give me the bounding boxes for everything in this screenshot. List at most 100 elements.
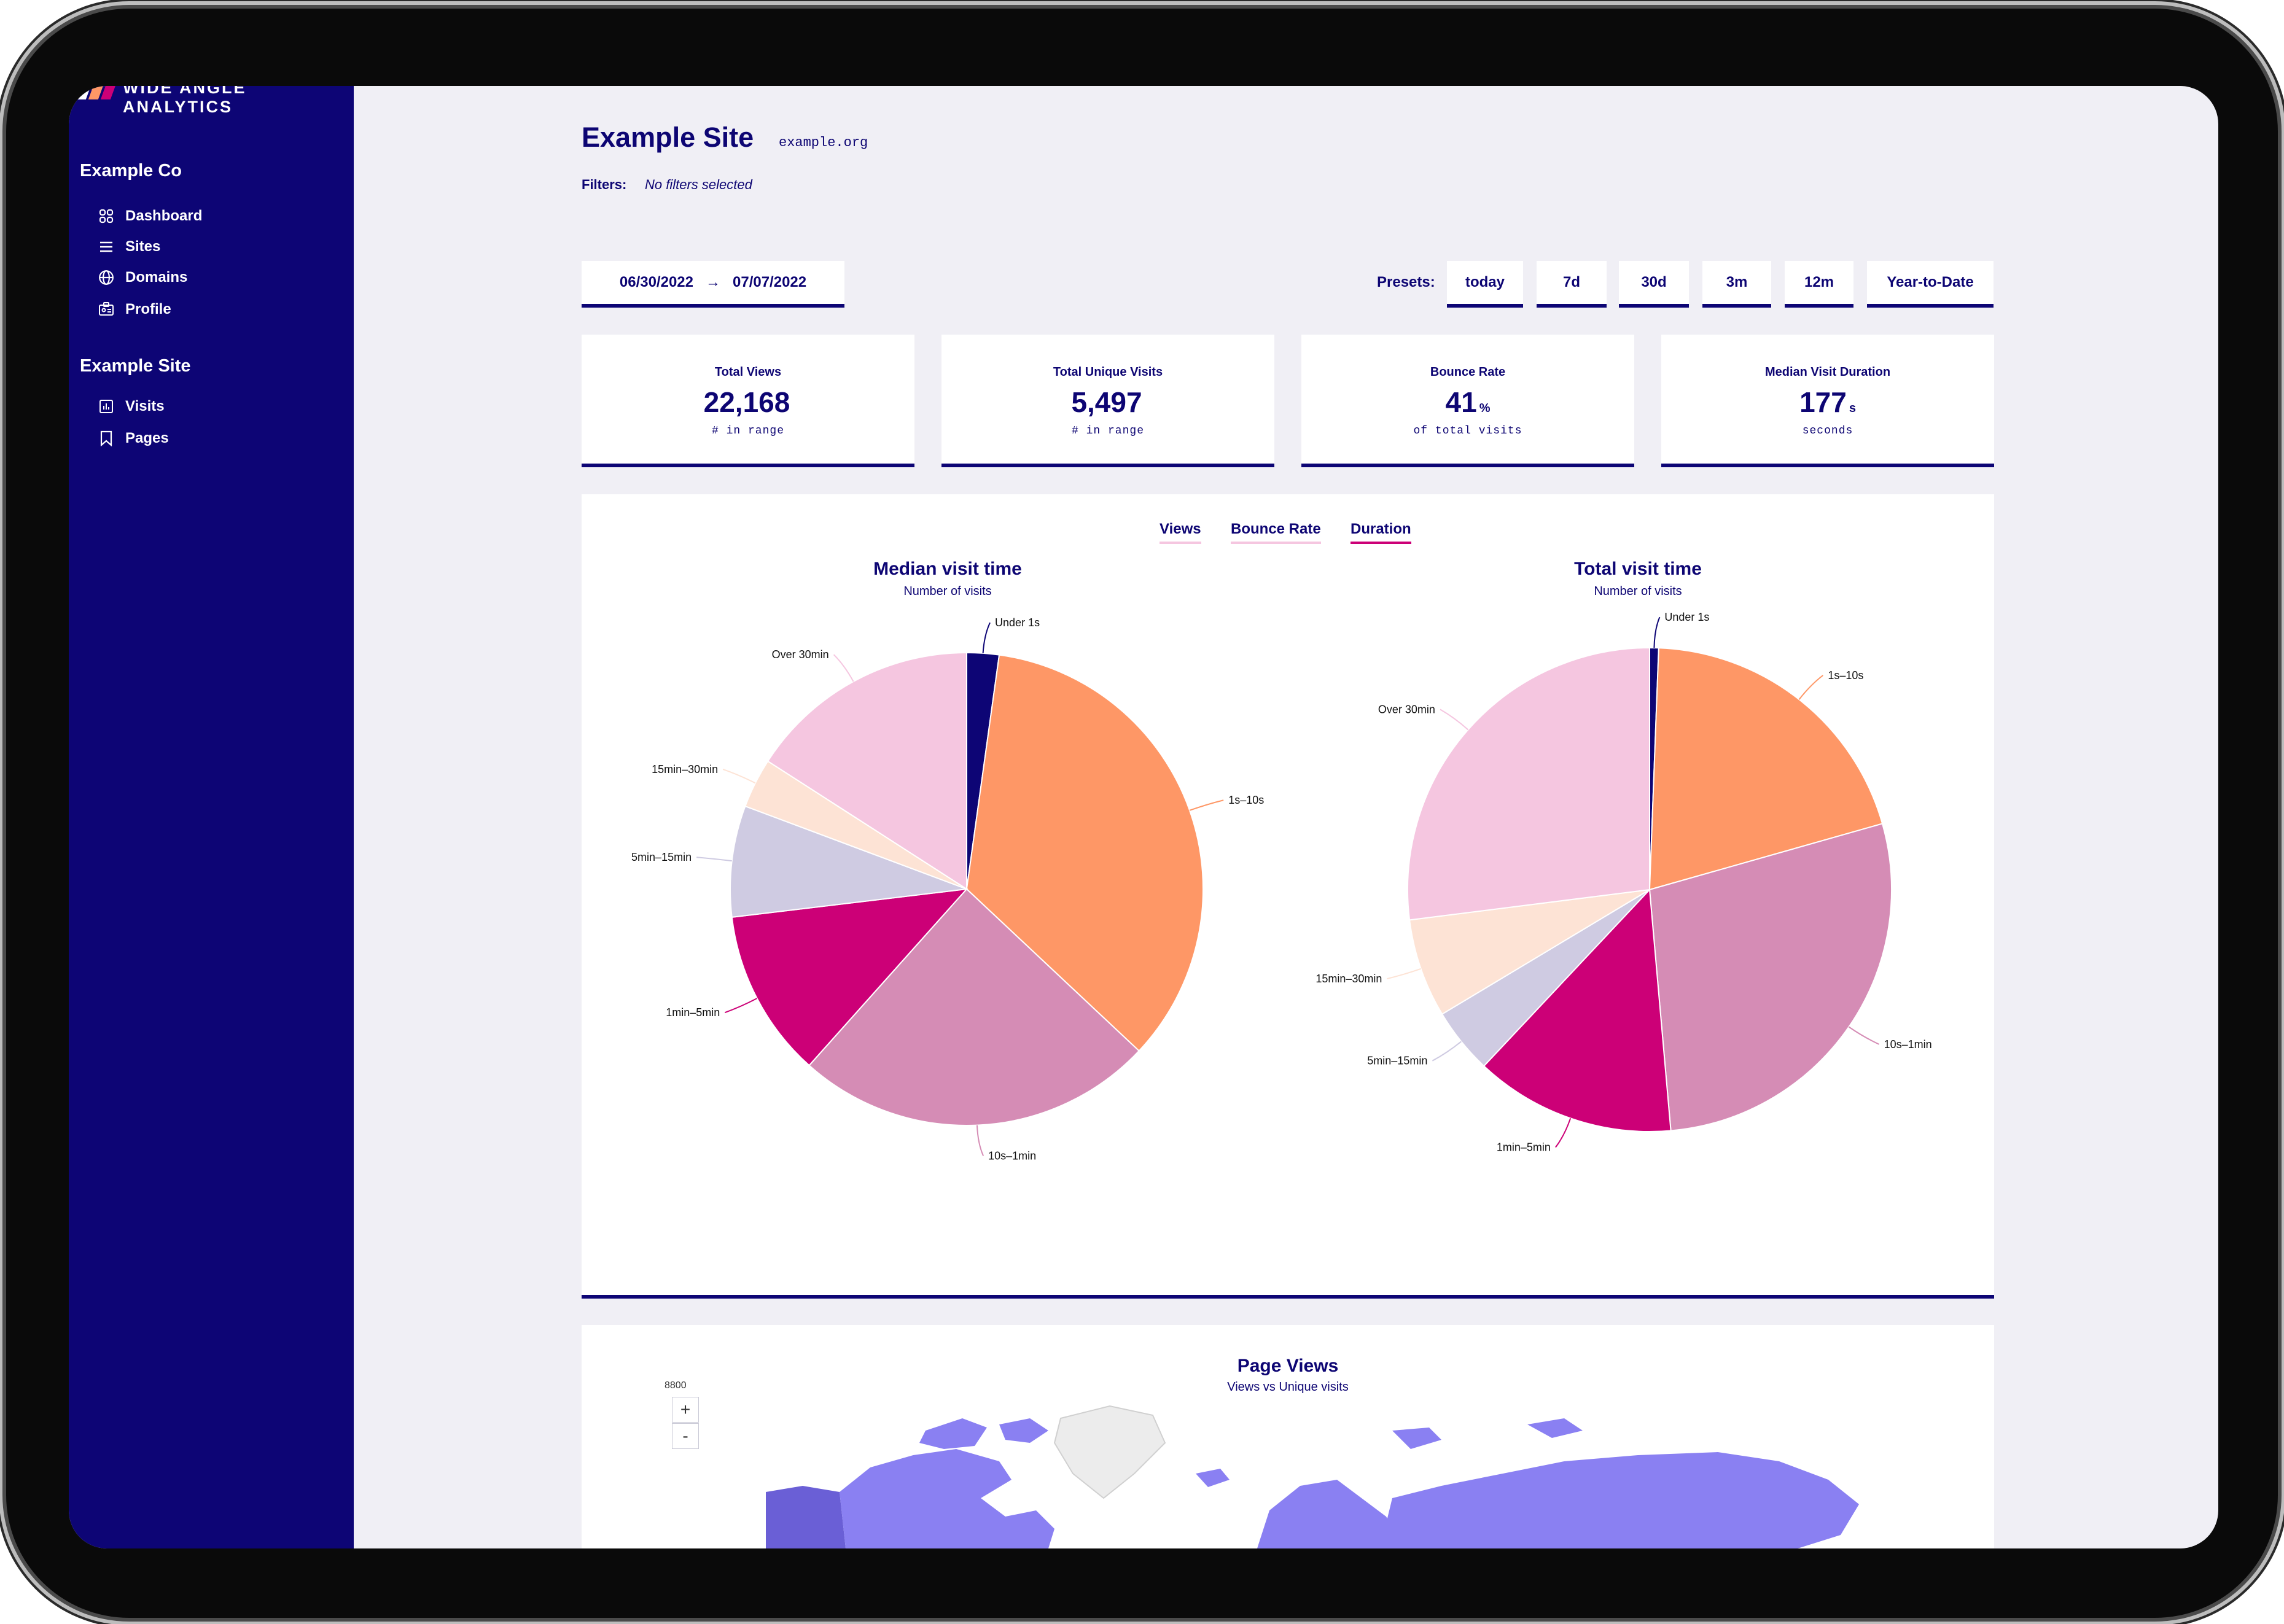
brand-name: Wide Angle Analytics <box>123 86 247 116</box>
date-from: 06/30/2022 <box>619 274 693 290</box>
pie-slice[interactable] <box>1407 647 1650 921</box>
sidebar-item-label: Sites <box>125 238 161 255</box>
sidebar-item-label: Profile <box>125 301 171 317</box>
pie-slice-label: 1s–10s <box>1228 794 1264 806</box>
sidebar-item-pages[interactable]: Pages <box>98 430 169 447</box>
stat-sub: seconds <box>1802 425 1853 437</box>
stat-value: 41% <box>1445 386 1491 418</box>
pie-slice-label: Under 1s <box>995 616 1040 629</box>
preset-today[interactable]: today <box>1447 261 1523 308</box>
pie-leader-line <box>976 1125 984 1156</box>
presets-label: Presets: <box>1377 274 1435 290</box>
pie-leader-line <box>1189 799 1224 811</box>
pie-leader-line <box>1798 675 1823 700</box>
preset-7d[interactable]: 7d <box>1537 261 1607 308</box>
stat-label: Total Unique Visits <box>1053 365 1163 379</box>
pie-slice-label: 5min–15min <box>631 851 692 863</box>
map-region-greenland <box>1053 1405 1166 1499</box>
pie-leader-line <box>724 998 758 1014</box>
sidebar-site-heading: Example Site <box>80 356 191 376</box>
map-countries <box>766 1405 1859 1548</box>
pie-1-title: Median visit time <box>873 559 1022 579</box>
map-region-north-america <box>840 1449 1054 1548</box>
pie-charts: Under 1s 1s–10s 10s–1min 1min–5min 5min–15mi… <box>631 611 1932 1162</box>
stat-sub: # in range <box>1071 425 1145 437</box>
pie-leader-line <box>1555 1118 1572 1148</box>
pie-slice[interactable] <box>808 888 1140 1126</box>
zoom-out-button[interactable]: - <box>672 1423 699 1449</box>
bar-chart-icon <box>98 398 114 414</box>
app-screen: Wide Angle Analytics Example Co Dashboar… <box>69 86 2218 1548</box>
map-title: Page Views <box>1237 1356 1339 1376</box>
sidebar-item-sites[interactable]: Sites <box>98 238 160 255</box>
preset-30d[interactable]: 30d <box>1619 261 1689 308</box>
map-region-alaska <box>766 1486 846 1548</box>
map-region-arctic-islands <box>1392 1418 1583 1449</box>
preset-3m[interactable]: 3m <box>1702 261 1771 308</box>
sidebar-item-domains[interactable]: Domains <box>98 269 187 286</box>
grid-icon <box>98 208 114 224</box>
filters-label: Filters: <box>582 177 627 192</box>
date-to: 07/07/2022 <box>733 274 807 290</box>
pie-slice-label: 1min–5min <box>1497 1141 1551 1154</box>
sidebar-item-label: Visits <box>125 398 165 414</box>
pie-slice[interactable] <box>766 651 967 890</box>
pie-slice-label: 5min–15min <box>1367 1055 1427 1067</box>
map-region-russia <box>1380 1452 1859 1548</box>
sidebar-item-label: Dashboard <box>125 208 203 224</box>
sidebar-item-profile[interactable]: Profile <box>98 301 171 318</box>
pie-1-subtitle: Number of visits <box>903 585 992 598</box>
brand-logo: Wide Angle Analytics <box>76 86 354 116</box>
pie-leader-line <box>1387 968 1421 980</box>
pie-leader-line <box>833 654 854 682</box>
filters-value: No filters selected <box>645 177 752 192</box>
stat-card-bounce-rate: Bounce Rate 41% of total visits <box>1301 335 1634 467</box>
sidebar-item-label: Pages <box>125 430 169 446</box>
pie-slice-label: 15min–30min <box>1315 973 1382 985</box>
stat-label: Median Visit Duration <box>1764 365 1891 379</box>
pie-leader-line <box>1440 709 1469 731</box>
pie-slice[interactable] <box>1648 647 1884 891</box>
stat-sub: # in range <box>711 425 785 437</box>
pie-leader-line <box>1432 1041 1462 1062</box>
tab-views[interactable]: Views <box>1160 521 1201 544</box>
tab-duration[interactable]: Duration <box>1351 521 1411 544</box>
world-map <box>766 1405 1859 1548</box>
preset-12m[interactable]: 12m <box>1785 261 1853 308</box>
map-region-iceland <box>1196 1469 1230 1487</box>
sidebar-item-dashboard[interactable]: Dashboard <box>98 208 202 225</box>
tab-bounce-rate[interactable]: Bounce Rate <box>1231 521 1321 544</box>
stat-value: 177 s <box>1799 386 1856 418</box>
pie-leader-line <box>722 769 756 784</box>
map-subtitle: Views vs Unique visits <box>1227 1380 1349 1394</box>
pie-leader-line <box>1848 1026 1880 1045</box>
page-title: Example Site <box>582 122 754 153</box>
map-legend-value: 8800 <box>665 1380 687 1391</box>
pie-2-subtitle: Number of visits <box>1594 585 1682 598</box>
pie-slice[interactable] <box>730 805 967 918</box>
pie-slice[interactable] <box>965 654 1204 1052</box>
zoom-in-button[interactable]: + <box>672 1397 699 1423</box>
pie-leader-line <box>696 857 732 862</box>
bookmark-icon <box>98 430 114 446</box>
id-card-icon <box>98 301 114 317</box>
date-range-picker[interactable]: 06/30/2022 → 07/07/2022 <box>582 261 844 308</box>
sidebar-item-visits[interactable]: Visits <box>98 398 165 415</box>
pie-leader-line <box>982 622 991 653</box>
preset-year-to-date[interactable]: Year-to-Date <box>1867 261 1994 308</box>
sidebar-item-label: Domains <box>125 269 188 286</box>
pie-slice[interactable] <box>731 888 969 1066</box>
pie-2-title: Total visit time <box>1574 559 1702 579</box>
pie-slice-label: 10s–1min <box>988 1150 1036 1162</box>
pie-slice-label: 15min–30min <box>652 763 718 775</box>
stat-sub: of total visits <box>1413 425 1522 437</box>
stat-card-median-duration: Median Visit Duration 177 s seconds <box>1661 335 1994 467</box>
sidebar: Wide Angle Analytics Example Co Dashboar… <box>69 86 354 1548</box>
pie-slice-label: Over 30min <box>772 648 829 661</box>
arrow-right-icon: → <box>706 274 720 290</box>
pie-slice[interactable] <box>1483 888 1672 1132</box>
sidebar-org-heading: Example Co <box>80 161 182 181</box>
stat-card-total-views: Total Views 22,168 # in range <box>582 335 914 467</box>
pie-slice-label: Under 1s <box>1664 611 1709 623</box>
site-domain: example.org <box>779 135 868 150</box>
